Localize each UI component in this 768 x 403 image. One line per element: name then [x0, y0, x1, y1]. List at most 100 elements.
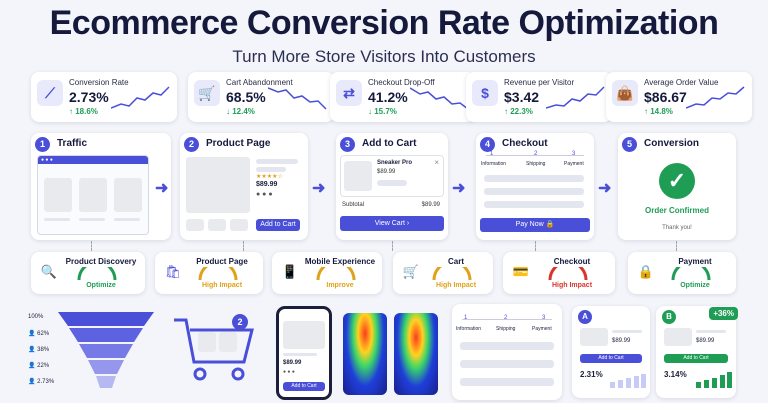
checkout-step-label: Payment [532, 326, 552, 332]
kpi-revenue-per-visitor: $ Revenue per Visitor $3.42 ↑ 22.3% [466, 72, 612, 122]
add-to-cart-button[interactable]: Add to Cart [256, 219, 300, 231]
step-conversion: 5 Conversion ✓ Order Confirmed Thank you… [618, 133, 736, 240]
product-thumb [114, 178, 142, 212]
form-field[interactable] [484, 175, 584, 182]
checkout-step-label: Information [481, 161, 507, 167]
kpi-label: Conversion Rate [69, 78, 129, 87]
gauge [198, 267, 238, 281]
heatmap-b [394, 313, 438, 395]
kpi-label: Checkout Drop-Off [368, 78, 435, 87]
metric-mobile-experience: 📱 Mobile Experience Improve [272, 252, 382, 294]
metric-status: High Impact [201, 282, 243, 289]
check-icon: ✓ [659, 163, 695, 199]
thank-you-text: Thank you! [662, 225, 692, 231]
checkout-step-number: 3 [542, 315, 546, 321]
funnel-label: 👤 22% [28, 363, 50, 369]
page-title: Ecommerce Conversion Rate Optimization [49, 4, 719, 42]
order-confirmed-text: Order Confirmed [644, 206, 709, 215]
chart-icon: ⟋ [37, 80, 63, 106]
metric-label: Cart [447, 257, 464, 266]
funnel-label: 👤 38% [28, 347, 50, 353]
connector [535, 241, 536, 251]
form-field[interactable] [460, 360, 554, 368]
pay-now-button[interactable]: Pay Now 🔒 [480, 218, 590, 232]
connector [91, 241, 92, 251]
metric-label: Product Page [196, 257, 248, 266]
metric-status: High Impact [435, 282, 477, 289]
funnel-label: 👤 62% [28, 331, 50, 337]
gauge [77, 267, 117, 281]
variant-b-rate: 3.14% [664, 370, 687, 379]
metric-payment: 🔒 Payment Optimize [628, 252, 736, 294]
cart-icon [174, 318, 254, 381]
metric-label: Payment [678, 257, 712, 266]
variant-b-bars [696, 372, 732, 388]
connector [243, 241, 244, 251]
kpi-change: ↓ 12.4% [226, 107, 255, 116]
color-swatches[interactable]: ● ● ● [283, 369, 295, 375]
form-field[interactable] [460, 378, 554, 386]
cart-item-price: $89.99 [377, 169, 396, 175]
variant-a-bars [610, 374, 646, 388]
kpi-value: 2.73% [69, 89, 109, 105]
arrow-right-icon: ➜ [452, 180, 466, 197]
subtotal-value: $89.99 [421, 202, 440, 208]
thumb[interactable] [186, 219, 204, 231]
checkout-step-label: Shipping [496, 326, 516, 332]
kpi-change: ↑ 22.3% [504, 107, 533, 116]
checkout-step-number: 3 [572, 151, 576, 157]
add-to-cart-button[interactable]: Add to Cart [283, 382, 325, 391]
thumb[interactable] [230, 219, 248, 231]
line [44, 218, 70, 221]
step-label: Traffic [57, 138, 88, 149]
quantity-stepper[interactable] [377, 180, 407, 186]
arrow-right-icon: ➜ [312, 180, 326, 197]
product-thumb [44, 178, 72, 212]
sparkline [686, 86, 745, 109]
mobile-icon: 📱 [281, 264, 299, 279]
variant-b-badge: B [662, 310, 676, 324]
step-number: 5 [622, 137, 637, 152]
kpi-conversion-rate: ⟋ Conversion Rate 2.73% ↑ 18.6% [31, 72, 177, 122]
checkout-form-card: 1 2 3 Information Shipping Payment [452, 304, 562, 400]
browser-dots: ● ● ● [38, 156, 148, 164]
bag-icon: 🛍 [164, 264, 182, 279]
metric-product-page: 🛍 Product Page High Impact [155, 252, 263, 294]
step-checkout: 4 Checkout 1 2 3 Information Shipping Pa… [476, 133, 594, 240]
funnel-label: 👤 2.73% [28, 379, 55, 385]
flow-icon: ⇄ [336, 80, 362, 106]
form-field[interactable] [460, 342, 554, 350]
step-traffic: 1 Traffic ● ● ● [31, 133, 171, 240]
checkout-step-number: 2 [534, 151, 538, 157]
variant-a-badge: A [578, 310, 592, 324]
metric-label: Mobile Experience [304, 257, 376, 266]
product-thumb [664, 328, 692, 346]
metric-label: Checkout [553, 257, 591, 266]
product-thumb [580, 328, 608, 346]
kpi-value: 68.5% [226, 89, 266, 105]
product-image [283, 321, 325, 349]
browser-mockup: ● ● ● [37, 155, 149, 235]
product-image [186, 157, 250, 213]
color-swatches[interactable]: ● ● ● [256, 191, 273, 198]
dollar-icon: $ [472, 80, 498, 106]
line [114, 218, 140, 221]
step-number: 1 [35, 137, 50, 152]
variant-a-button[interactable]: Add to Cart [580, 354, 642, 363]
variant-b-button[interactable]: Add to Cart [664, 354, 728, 363]
kpi-value: $86.67 [644, 89, 687, 105]
view-cart-button[interactable]: View Cart › [340, 216, 444, 231]
form-field[interactable] [484, 201, 584, 208]
sparkline [268, 87, 327, 110]
kpi-label: Revenue per Visitor [504, 78, 575, 87]
metric-checkout: 💳 Checkout High Impact [503, 252, 615, 294]
sparkline [546, 86, 605, 109]
connector [676, 241, 677, 251]
rating-stars: ★★★★☆ [256, 174, 283, 180]
line [283, 353, 317, 356]
form-field[interactable] [484, 188, 584, 195]
subtotal-label: Subtotal [342, 202, 365, 208]
thumb[interactable] [208, 219, 226, 231]
checkout-step-number: 1 [490, 151, 494, 157]
close-icon[interactable]: × [434, 158, 439, 167]
